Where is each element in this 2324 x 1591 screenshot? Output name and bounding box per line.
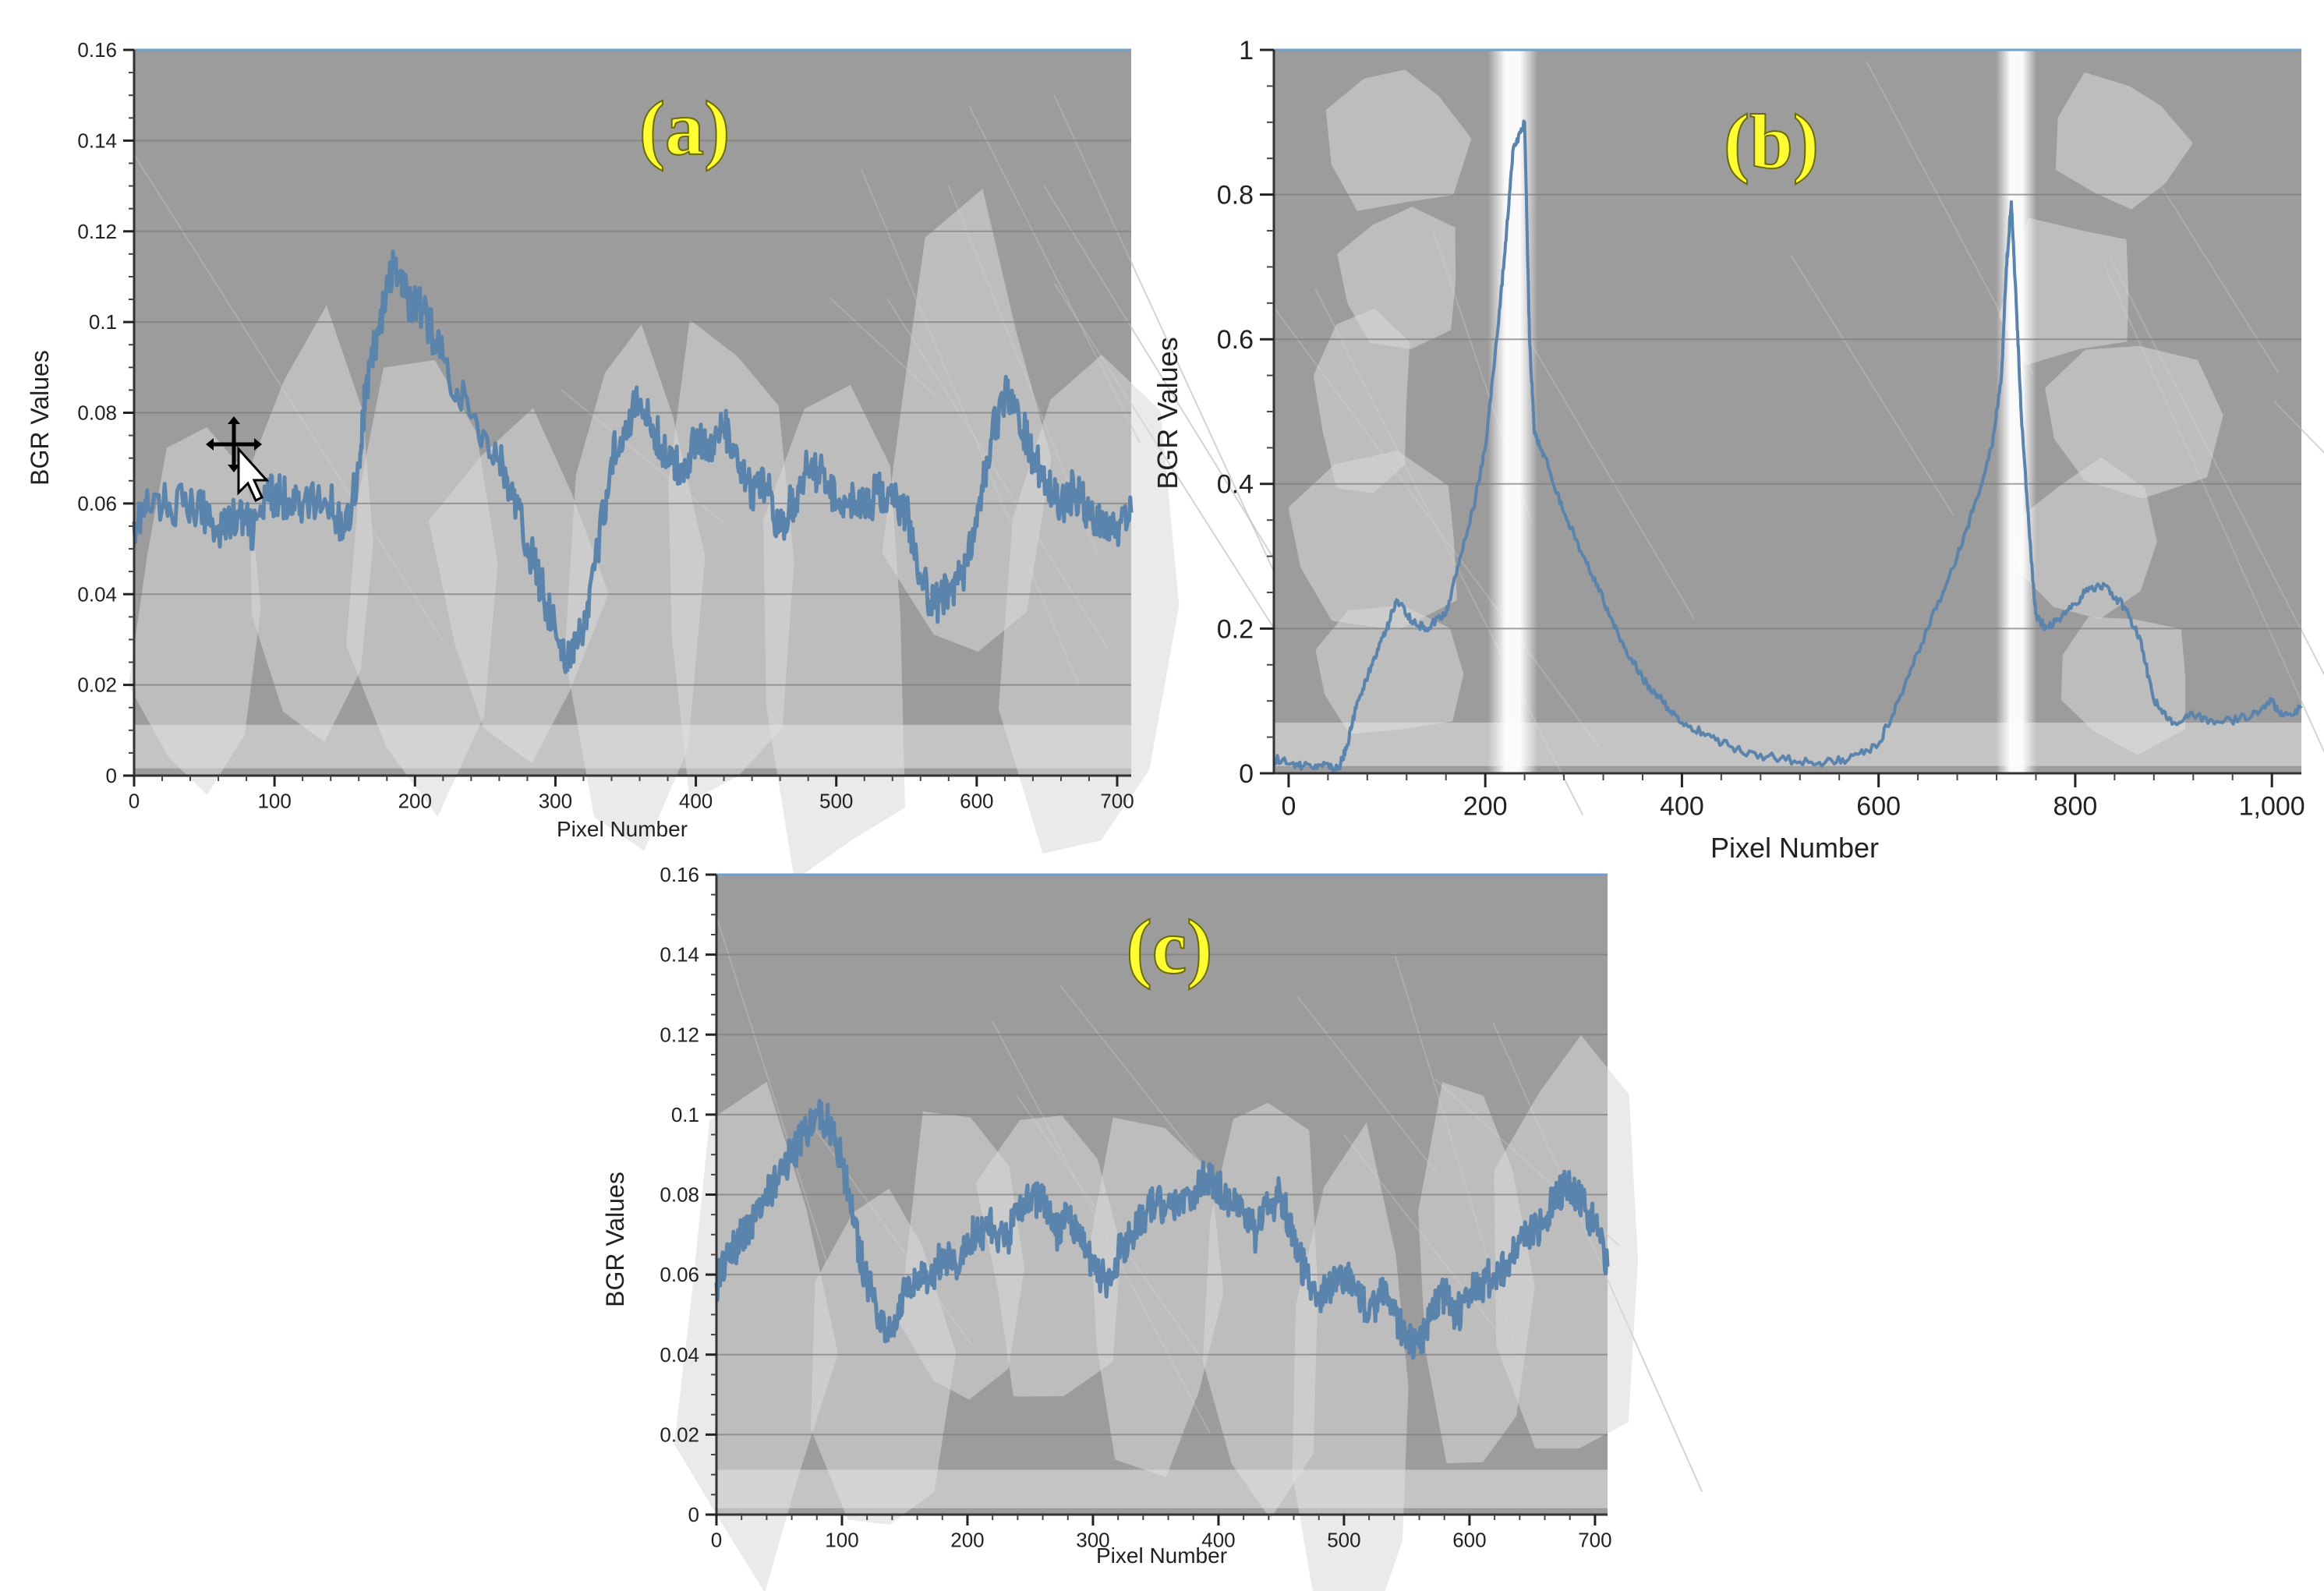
flake — [1315, 605, 1464, 734]
scratch — [1053, 283, 1311, 684]
y-tick-label: 0.14 — [660, 943, 699, 967]
x-tick-label: 700 — [1578, 1528, 1611, 1551]
scratch — [1790, 255, 1954, 516]
y-tick-label: 0.4 — [1217, 470, 1254, 500]
bright-streak — [716, 1469, 1608, 1508]
panel-b: 0 0.2 0.4 0.6 0.8 1 0 200 400 600 800 1,000 Pixel N… — [1151, 36, 2324, 864]
xlabel-b: Pixel Number — [1710, 832, 1879, 864]
y-tick-label: 0.1 — [89, 310, 117, 334]
micrograph-b — [1273, 50, 2324, 815]
scratch — [716, 917, 829, 1267]
series-b — [1272, 119, 2303, 774]
flake — [882, 189, 1052, 652]
flake — [1325, 69, 1472, 211]
x-tick-label: 300 — [1076, 1528, 1109, 1551]
ylabel-c: BGR Values — [601, 1172, 629, 1307]
panel-c: 0 0.02 0.04 0.06 0.08 0.1 0.12 0.14 0.16 0 100 200 3… — [601, 863, 1703, 1591]
flake — [975, 1115, 1121, 1397]
scratch — [2108, 256, 2324, 675]
axes-c: 0 0.02 0.04 0.06 0.08 0.1 0.12 0.14 0.16 0 100 200 3… — [660, 863, 1611, 1551]
series-line — [1272, 119, 2303, 774]
x-tick-label: 600 — [960, 789, 993, 812]
y-tick-label: 0.06 — [77, 492, 117, 515]
scratch-band — [1996, 50, 2037, 773]
x-tick-label: 700 — [1100, 789, 1134, 812]
flake — [674, 1081, 838, 1591]
x-tick-label: 100 — [257, 789, 291, 812]
y-tick-label: 0 — [688, 1503, 699, 1526]
flake — [2060, 617, 2186, 755]
y-tick-label: 0.04 — [660, 1343, 699, 1366]
scratch — [2273, 400, 2324, 454]
x-tick-label: 500 — [819, 789, 853, 812]
panel-a: 00.020.040.060.080.10.120.140.160 100 200 3… — [26, 38, 1350, 881]
y-tick-label: 0.12 — [77, 220, 117, 243]
scratch — [1296, 996, 1437, 1173]
y-tick-label: 0 — [1239, 759, 1254, 789]
series-c — [714, 1098, 1610, 1360]
series-line — [714, 1098, 1610, 1360]
flake — [2055, 72, 2193, 210]
y-tick-label: 0.16 — [77, 38, 117, 62]
panel-label-b: (b) — [1724, 98, 1819, 185]
flake — [249, 305, 373, 742]
y-tick-label: 0.08 — [77, 401, 117, 425]
panel-label-a: (a) — [639, 85, 730, 171]
x-tick-label: 500 — [1327, 1528, 1360, 1551]
flake — [1288, 451, 1457, 631]
scratch — [1525, 334, 1696, 620]
y-tick-label: 0.12 — [660, 1023, 699, 1046]
flake — [1313, 308, 1410, 493]
y-tick-label: 0.14 — [77, 129, 117, 152]
axes-b: 0 0.2 0.4 0.6 0.8 1 0 200 400 600 800 1,000 — [1217, 36, 2305, 822]
x-tick-label: 200 — [398, 789, 432, 812]
x-tick-label: 200 — [1463, 792, 1508, 822]
ylabel-a: BGR Values — [26, 350, 54, 486]
x-tick-label: 0 — [1281, 792, 1296, 822]
y-tick-label: 0.6 — [1217, 325, 1254, 355]
y-tick-label: 0 — [106, 764, 117, 787]
panel-label-c: (c) — [1127, 903, 1213, 990]
ylabel-b: BGR Values — [1151, 337, 1183, 489]
scratch — [2161, 187, 2280, 373]
x-tick-label: 100 — [825, 1528, 858, 1551]
x-tick-label: 200 — [950, 1528, 984, 1551]
move-cursor-icon — [206, 416, 270, 503]
x-tick-label: 0 — [129, 789, 140, 812]
y-tick-label: 0.02 — [660, 1423, 699, 1446]
series-line — [132, 249, 1134, 674]
y-tick-label: 0.06 — [660, 1263, 699, 1286]
x-tick-label: 0 — [711, 1528, 722, 1551]
y-tick-label: 0.02 — [77, 674, 117, 697]
y-tick-label: 1 — [1239, 36, 1254, 65]
axes-a: 0 0.02 0.04 0.06 0.08 0.1 0.12 0.14 0.16 0 100 200 3… — [77, 38, 1134, 812]
xlabel-a: Pixel Number — [557, 817, 688, 841]
x-tick-label: 600 — [1856, 792, 1901, 822]
y-tick-label: 0.16 — [660, 863, 699, 886]
flake — [346, 359, 498, 817]
flake — [1494, 1034, 1639, 1449]
y-tick-label: 0.04 — [77, 582, 117, 606]
series-a — [132, 249, 1134, 674]
x-tick-label: 400 — [1660, 792, 1704, 822]
y-tick-label: 0.08 — [660, 1183, 699, 1207]
xlabel-c: Pixel Number — [1096, 1543, 1227, 1568]
x-tick-label: 400 — [679, 789, 713, 812]
x-tick-label: 400 — [1201, 1528, 1235, 1551]
bright-streak — [134, 724, 1131, 769]
y-tick-label: 0.8 — [1217, 181, 1254, 210]
flake — [2017, 457, 2157, 620]
x-tick-label: 800 — [2053, 792, 2098, 822]
y-tick-label: 0.2 — [1217, 614, 1254, 644]
flake — [428, 408, 609, 764]
x-tick-label: 600 — [1452, 1528, 1486, 1551]
y-tick-label: 0.1 — [671, 1103, 699, 1126]
x-tick-label: 1,000 — [2239, 792, 2305, 822]
flake — [2045, 345, 2223, 499]
x-tick-label: 300 — [539, 789, 572, 812]
